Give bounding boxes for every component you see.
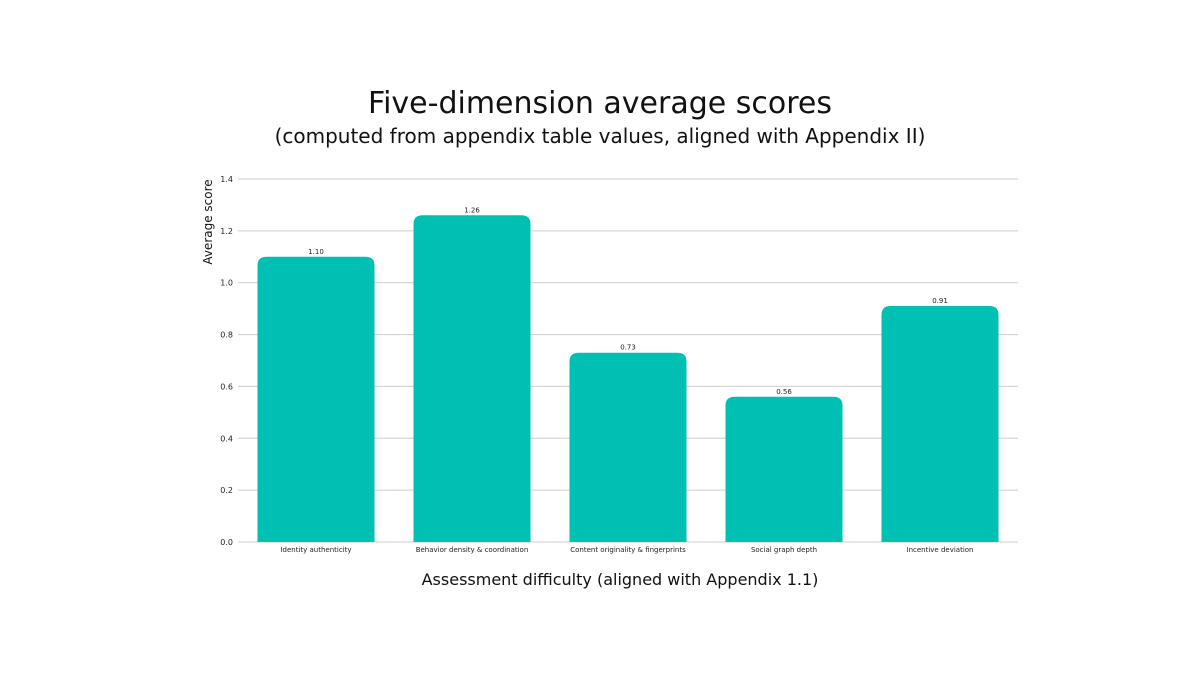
y-tick-label: 0.4: [220, 434, 233, 443]
bar: [257, 256, 375, 542]
y-axis-title: Average score: [201, 179, 215, 264]
bar: [725, 396, 843, 542]
y-tick-label: 0.6: [220, 382, 233, 391]
x-category-label: Social graph depth: [751, 546, 817, 554]
data-label: 0.91: [932, 297, 948, 305]
bar: [413, 215, 531, 543]
x-axis-categories: Identity authenticity Behavior density & …: [280, 546, 973, 554]
y-tick-label: 1.2: [220, 227, 233, 236]
data-label: 1.26: [464, 206, 480, 214]
data-labels: 1.10 1.26 0.73 0.56 0.91: [308, 206, 948, 395]
data-label: 0.56: [776, 388, 792, 396]
x-axis-title: Assessment difficulty (aligned with Appe…: [421, 570, 819, 589]
x-category-label: Identity authenticity: [280, 546, 351, 554]
chart-title: Five-dimension average scores: [368, 86, 832, 121]
x-category-label: Incentive deviation: [907, 546, 974, 554]
data-label: 0.73: [620, 344, 636, 352]
x-category-label: Content originality & fingerprints: [570, 546, 686, 554]
x-category-label: Behavior density & coordination: [416, 546, 529, 554]
chart-subtitle: (computed from appendix table values, al…: [274, 124, 926, 148]
y-axis-ticks: 0.0 0.2 0.4 0.6 0.8 1.0 1.2 1.4: [220, 175, 233, 547]
y-tick-label: 1.0: [220, 279, 233, 288]
y-tick-label: 0.2: [220, 486, 233, 495]
y-tick-label: 1.4: [220, 175, 233, 184]
y-tick-label: 0.8: [220, 331, 233, 340]
bar: [881, 306, 999, 542]
bars: [257, 215, 999, 543]
bar: [569, 352, 687, 542]
y-tick-label: 0.0: [220, 538, 233, 547]
data-label: 1.10: [308, 248, 324, 256]
